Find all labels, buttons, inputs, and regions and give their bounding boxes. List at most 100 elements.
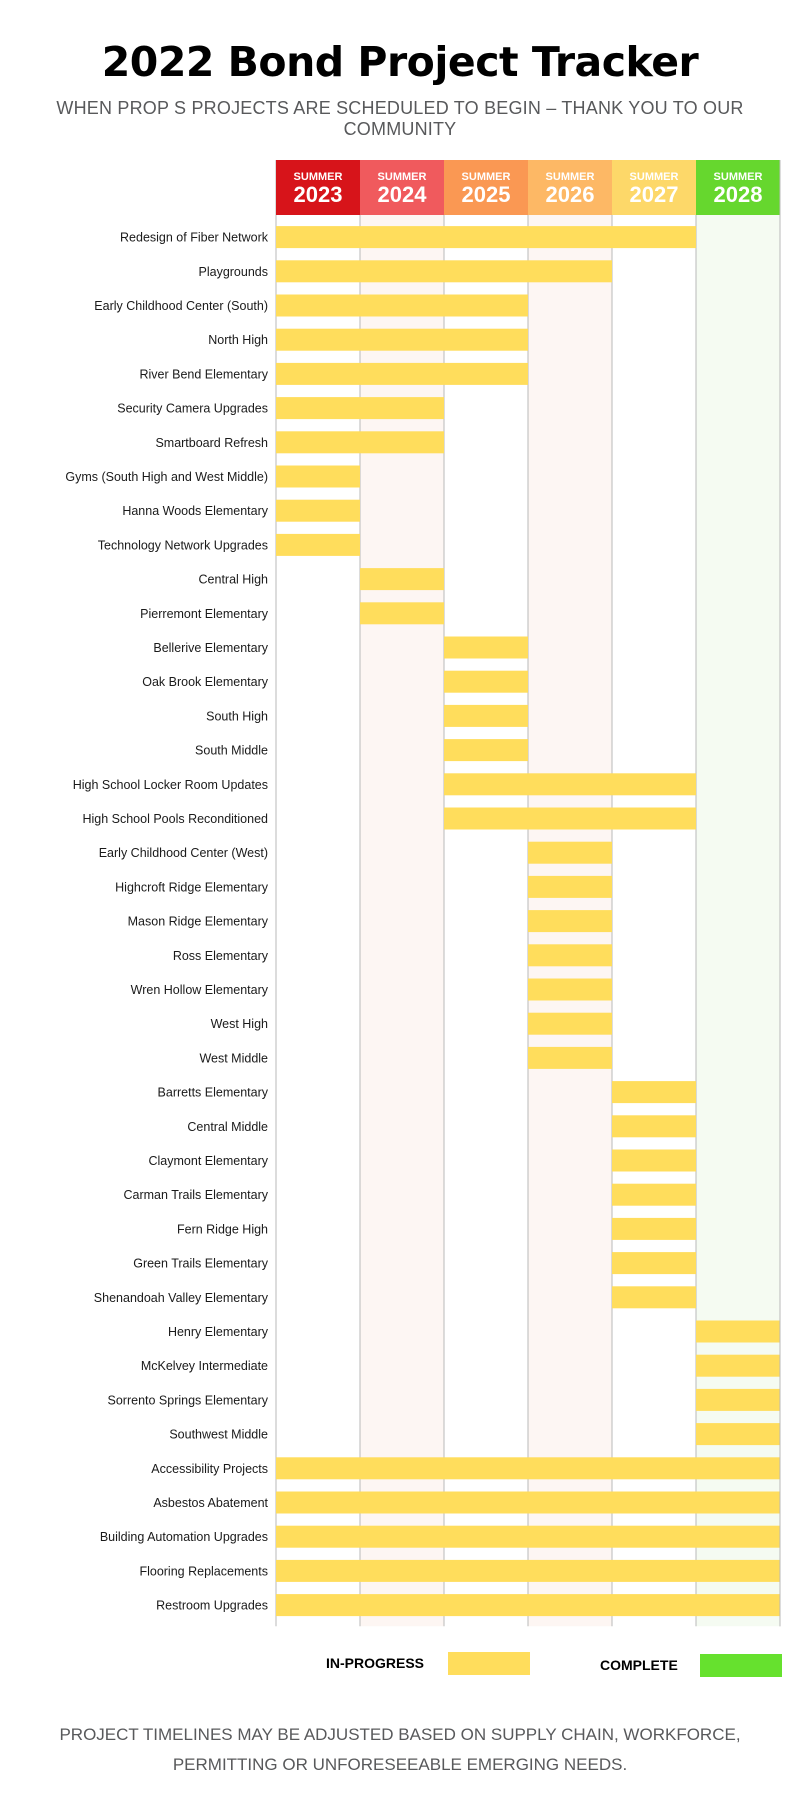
page-subtitle: WHEN PROP S PROJECTS ARE SCHEDULED TO BE…	[56, 98, 744, 139]
footnote-line-1: PROJECT TIMELINES MAY BE ADJUSTED BASED …	[59, 1725, 741, 1744]
column-header-season: SUMMER	[294, 171, 343, 183]
column-header-2027	[612, 160, 696, 215]
project-bar	[276, 465, 360, 488]
project-bar	[696, 1388, 780, 1411]
project-label: Claymont Elementary	[149, 1154, 269, 1168]
project-label: Barretts Elementary	[158, 1086, 269, 1100]
column-header-year: 2028	[714, 182, 763, 207]
project-bar	[276, 1491, 780, 1514]
project-bar	[360, 568, 444, 591]
legend-complete-label: COMPLETE	[600, 1657, 678, 1673]
project-label: South High	[206, 709, 268, 723]
project-label: Oak Brook Elementary	[142, 675, 268, 689]
project-bar	[276, 294, 528, 317]
project-bar	[612, 1081, 696, 1104]
column-header-2028	[696, 160, 780, 215]
project-bar	[276, 499, 360, 522]
project-bar	[696, 1423, 780, 1446]
project-label: Asbestos Abatement	[153, 1496, 268, 1510]
project-label: Restroom Upgrades	[156, 1599, 268, 1613]
project-bar	[528, 978, 612, 1001]
project-bar	[360, 602, 444, 625]
project-label: Fern Ridge High	[177, 1222, 268, 1236]
project-label: Pierremont Elementary	[140, 607, 269, 621]
project-bar	[276, 226, 696, 249]
project-label: Redesign of Fiber Network	[120, 231, 269, 245]
project-label: Early Childhood Center (South)	[94, 299, 268, 313]
project-bar	[276, 260, 612, 283]
column-header-year: 2024	[378, 182, 428, 207]
project-bar	[276, 328, 528, 351]
project-label: High School Locker Room Updates	[73, 778, 268, 792]
project-label: High School Pools Reconditioned	[82, 812, 268, 826]
column-background-2024	[360, 215, 444, 1627]
project-bar	[612, 1286, 696, 1309]
project-label: Henry Elementary	[168, 1325, 269, 1339]
project-bar	[276, 1457, 780, 1480]
legend-complete-swatch	[700, 1654, 782, 1677]
project-label: West Middle	[199, 1051, 268, 1065]
project-label: River Bend Elementary	[139, 367, 268, 381]
project-label: South Middle	[195, 744, 268, 758]
project-bar	[444, 636, 528, 659]
column-header-season: SUMMER	[378, 171, 427, 183]
project-bar	[696, 1354, 780, 1377]
project-label: Gyms (South High and West Middle)	[65, 470, 268, 484]
project-label: Green Trails Elementary	[133, 1257, 269, 1271]
project-bar	[276, 362, 528, 385]
project-label: Ross Elementary	[173, 949, 269, 963]
footnote: PROJECT TIMELINES MAY BE ADJUSTED BASED …	[40, 1720, 760, 1780]
project-bar	[612, 1115, 696, 1138]
project-bar	[444, 670, 528, 693]
column-header-season: SUMMER	[714, 171, 763, 183]
project-label: Southwest Middle	[169, 1428, 268, 1442]
project-label: Smartboard Refresh	[155, 436, 268, 450]
project-label: Technology Network Upgrades	[98, 538, 268, 552]
column-header-season: SUMMER	[630, 171, 679, 183]
column-header-year: 2023	[294, 182, 343, 207]
project-label: Central Middle	[187, 1120, 268, 1134]
project-label: Playgrounds	[199, 265, 269, 279]
project-bar	[528, 910, 612, 933]
project-bar	[528, 841, 612, 864]
page-title: 2022 Bond Project Tracker	[101, 38, 699, 86]
project-bar	[696, 1320, 780, 1343]
project-label: McKelvey Intermediate	[141, 1359, 268, 1373]
project-label: Accessibility Projects	[151, 1462, 268, 1476]
legend-in-progress-swatch	[448, 1652, 530, 1675]
project-label: Wren Hollow Elementary	[131, 983, 269, 997]
project-bar	[612, 1149, 696, 1172]
legend-in-progress-label: IN-PROGRESS	[326, 1655, 425, 1671]
column-header-2024	[360, 160, 444, 215]
project-label: West High	[211, 1017, 268, 1031]
project-bar	[444, 739, 528, 762]
project-bar	[444, 773, 696, 796]
project-label: Early Childhood Center (West)	[99, 846, 268, 860]
project-label: Building Automation Upgrades	[100, 1530, 268, 1544]
project-label: Shenandoah Valley Elementary	[94, 1291, 269, 1305]
column-header-2023	[276, 160, 360, 215]
project-label: Mason Ridge Elementary	[128, 915, 269, 929]
project-bar	[444, 704, 528, 727]
column-header-2026	[528, 160, 612, 215]
project-label: Carman Trails Elementary	[124, 1188, 269, 1202]
project-bar	[612, 1183, 696, 1206]
column-header-season: SUMMER	[462, 171, 511, 183]
project-bar	[276, 397, 444, 420]
project-label: Central High	[199, 573, 269, 587]
column-header-year: 2027	[630, 182, 679, 207]
project-bar	[276, 1525, 780, 1548]
column-background-2028	[696, 215, 780, 1627]
project-label: Highcroft Ridge Elementary	[115, 880, 269, 894]
column-header-year: 2025	[462, 182, 511, 207]
project-bar	[612, 1252, 696, 1275]
project-bar	[276, 1594, 780, 1617]
project-bar	[528, 875, 612, 898]
project-label: Security Camera Upgrades	[117, 402, 268, 416]
footnote-line-2: PERMITTING OR UNFORESEEABLE EMERGING NEE…	[172, 1755, 628, 1774]
project-label: Bellerive Elementary	[153, 641, 268, 655]
project-bar	[612, 1217, 696, 1240]
project-bar	[444, 807, 696, 830]
column-header-2025	[444, 160, 528, 215]
